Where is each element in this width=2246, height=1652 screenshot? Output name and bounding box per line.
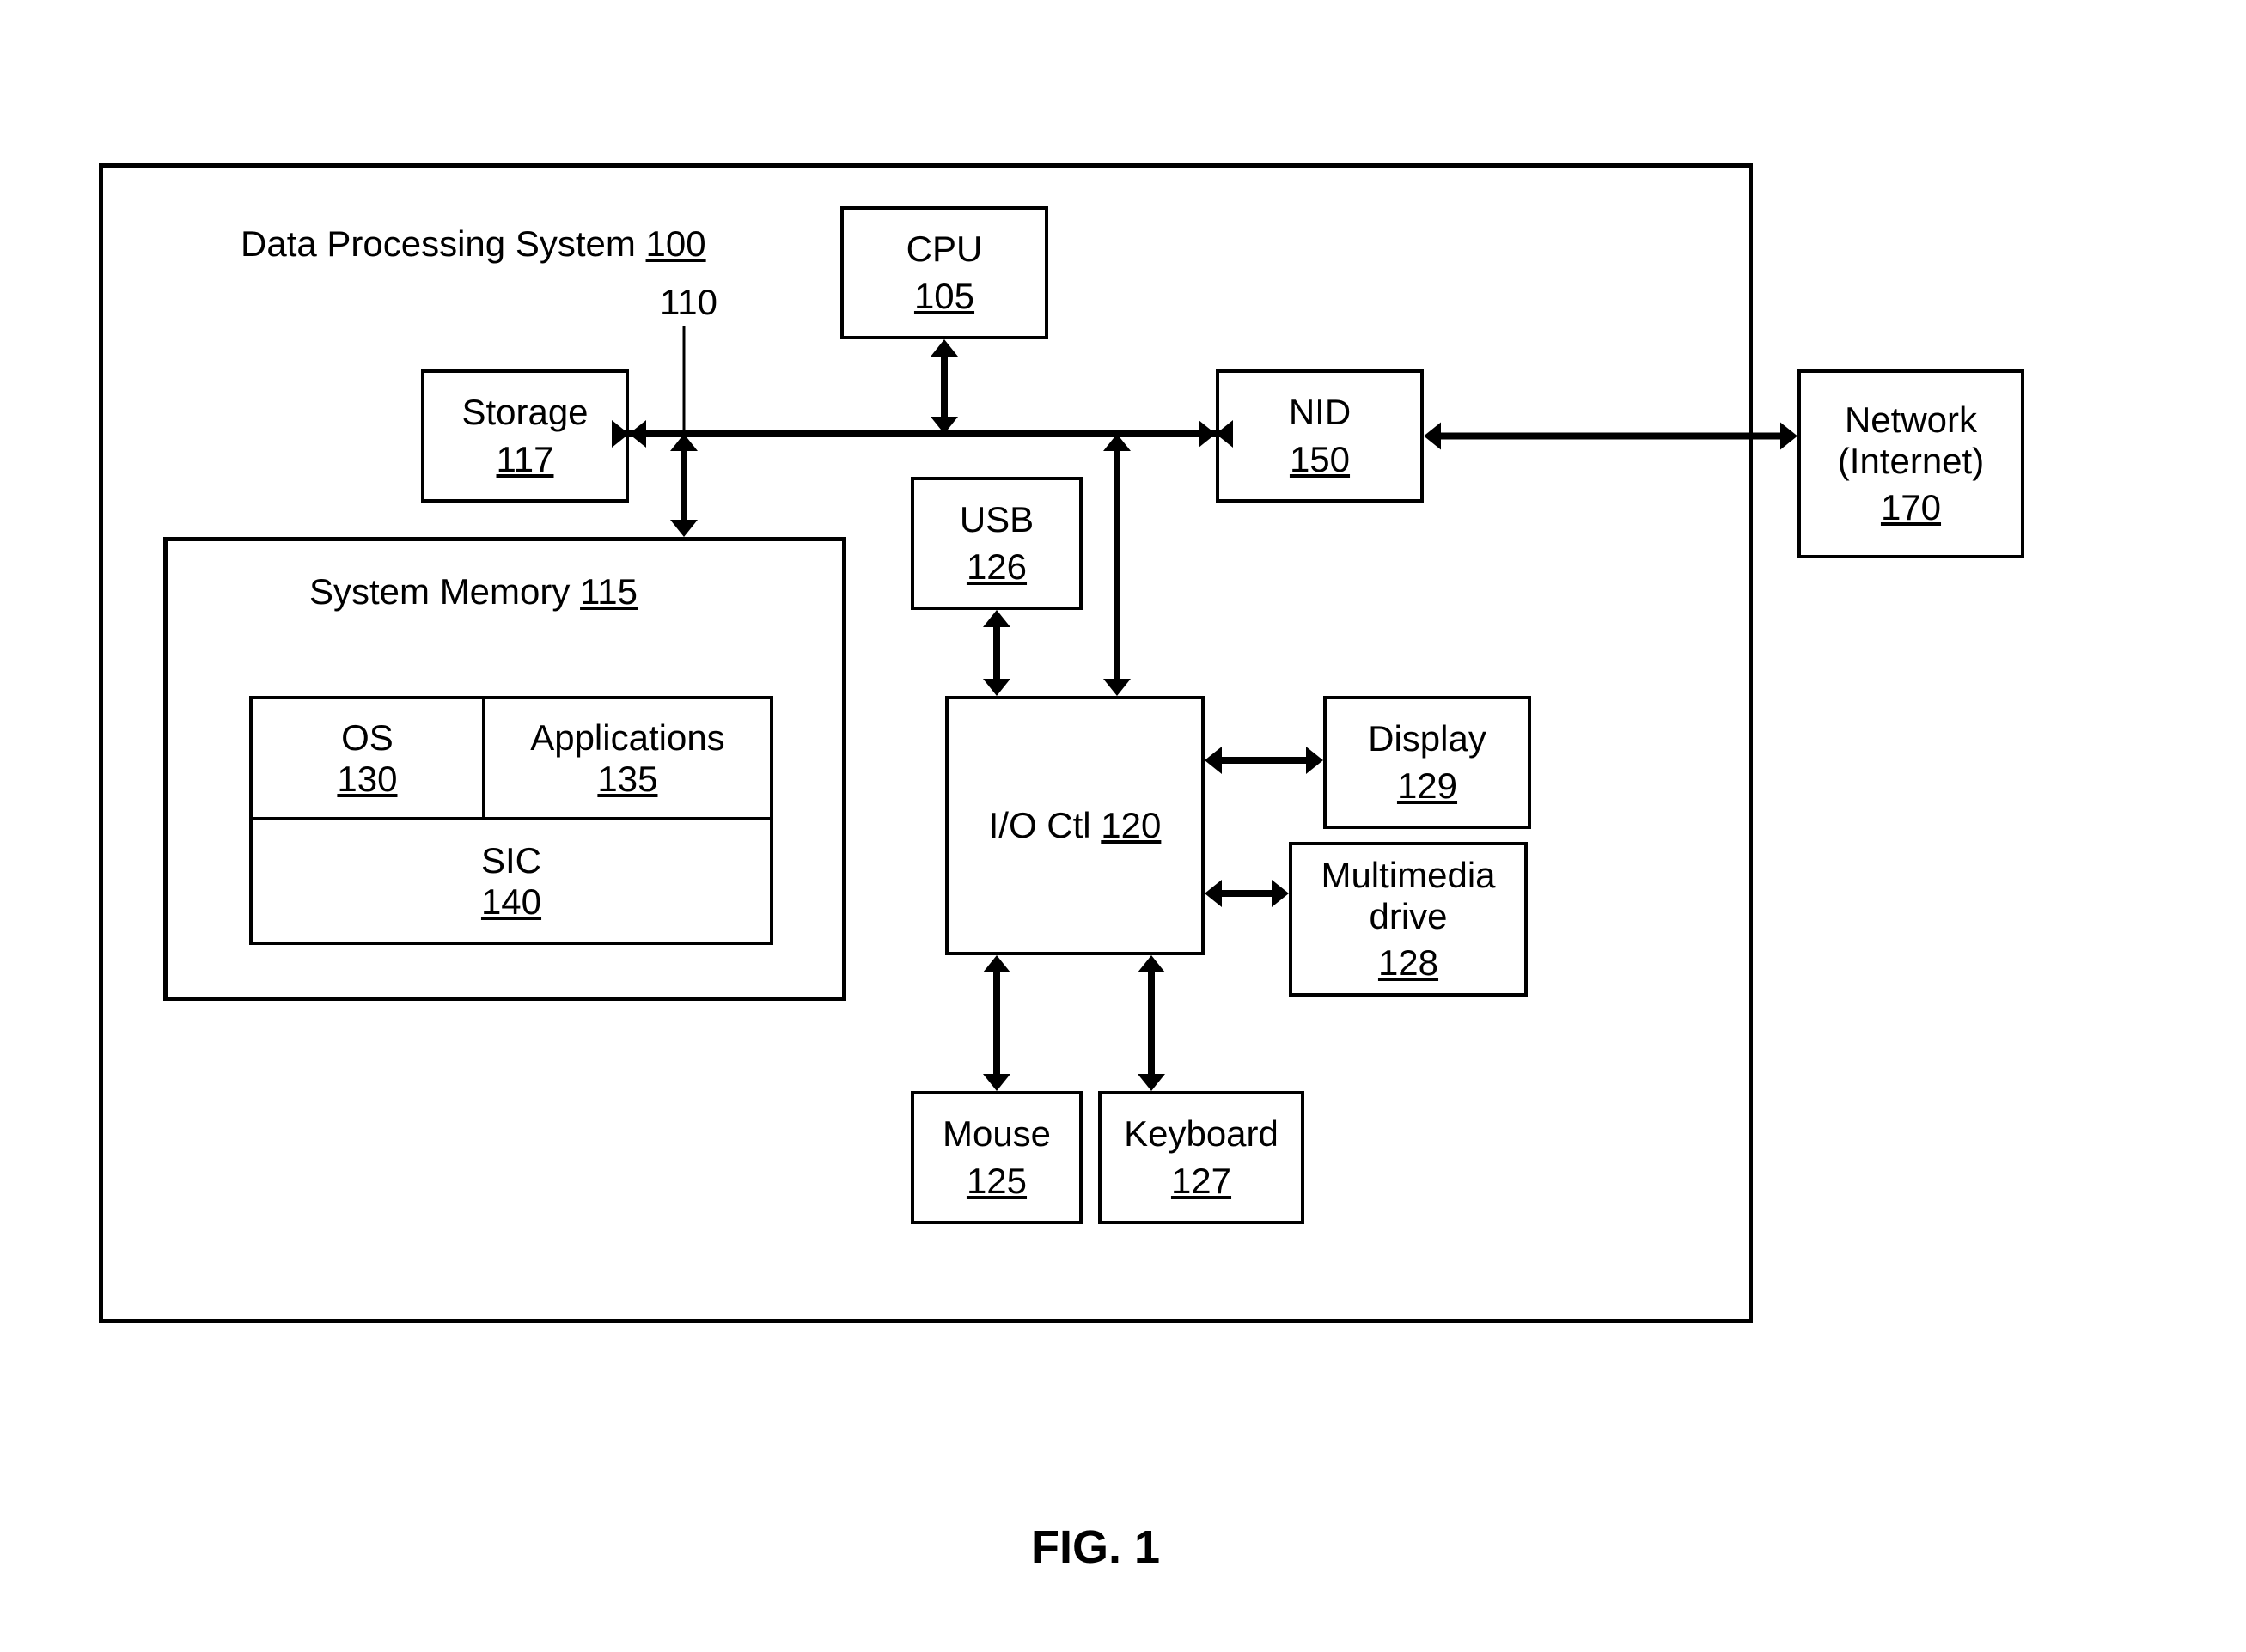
node-cpu-num: 105: [914, 276, 974, 317]
node-display-label-0: Display: [1368, 718, 1486, 759]
node-apps-num: 135: [597, 759, 657, 800]
node-network: Network(Internet) 170: [1797, 369, 2024, 558]
node-ioctl: I/O Ctl 120: [945, 696, 1205, 955]
node-keyboard: Keyboard 127: [1098, 1091, 1304, 1224]
node-usb-num: 126: [967, 546, 1027, 588]
node-keyboard-label-0: Keyboard: [1124, 1113, 1279, 1155]
node-nid: NID 150: [1216, 369, 1424, 503]
node-mouse: Mouse 125: [911, 1091, 1083, 1224]
node-os: OS130: [253, 699, 485, 820]
node-usb: USB 126: [911, 477, 1083, 610]
node-storage-num: 117: [497, 439, 554, 480]
title-text: Data Processing System: [241, 223, 636, 264]
node-apps-label: Applications: [530, 717, 724, 759]
node-sic-label: SIC: [481, 840, 541, 881]
node-os-num: 130: [337, 759, 397, 800]
node-mmdrive-num: 128: [1378, 942, 1438, 984]
diagram-stage: Data Processing System 100 CPU 105 Storage 1…: [0, 0, 2246, 1652]
node-mmdrive-label-1: drive: [1369, 896, 1447, 937]
figure-caption: FIG. 1: [1031, 1521, 1160, 1574]
node-network-label-0: Network: [1845, 399, 1977, 441]
node-sysmem-label: System Memory 115: [309, 571, 638, 613]
node-mouse-num: 125: [967, 1161, 1027, 1202]
node-mmdrive: Multimediadrive 128: [1289, 842, 1528, 997]
node-cpu-label-0: CPU: [906, 229, 983, 270]
node-os-label: OS: [341, 717, 394, 759]
node-storage: Storage 117: [421, 369, 629, 503]
node-sic: SIC140: [253, 820, 770, 942]
node-cpu: CPU 105: [840, 206, 1048, 339]
node-mmdrive-label-0: Multimedia: [1321, 855, 1495, 896]
node-display-num: 129: [1397, 765, 1457, 807]
node-usb-label-0: USB: [960, 499, 1034, 540]
title-num: 100: [646, 223, 706, 264]
diagram-title: Data Processing System 100: [241, 223, 706, 265]
memory-table: OS130Applications135SIC140: [249, 696, 773, 945]
node-storage-label-0: Storage: [461, 392, 588, 433]
node-nid-num: 150: [1290, 439, 1350, 480]
node-keyboard-num: 127: [1171, 1161, 1231, 1202]
bus-label: 110: [660, 282, 717, 323]
node-sic-num: 140: [481, 881, 541, 923]
node-ioctl-label: I/O Ctl 120: [989, 805, 1162, 846]
node-network-label-1: (Internet): [1838, 441, 1984, 482]
node-mouse-label-0: Mouse: [943, 1113, 1051, 1155]
node-apps: Applications135: [485, 699, 770, 820]
node-nid-label-0: NID: [1289, 392, 1351, 433]
node-display: Display 129: [1323, 696, 1531, 829]
node-network-num: 170: [1881, 487, 1941, 528]
